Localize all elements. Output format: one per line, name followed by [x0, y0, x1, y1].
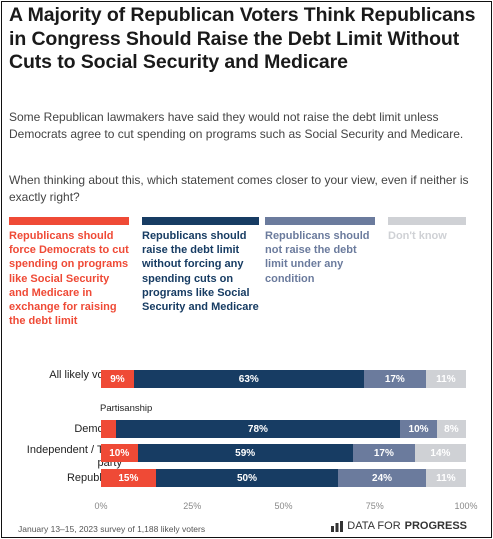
legend-swatch-2 — [265, 217, 375, 225]
chart-subtitle: Some Republican lawmakers have said they… — [9, 110, 464, 141]
axis-tick-label: 0% — [94, 501, 108, 511]
bar-segment — [101, 420, 116, 438]
footer-note: January 13–15, 2023 survey of 1,188 like… — [18, 524, 206, 534]
group-label-partisanship: Partisanship — [100, 403, 153, 414]
brand-logo: DATA FOR PROGRESS — [331, 520, 467, 532]
bar-segment: 11% — [425, 370, 466, 388]
axis-tick-label: 75% — [365, 501, 384, 511]
axis-tick-label: 25% — [183, 501, 202, 511]
brand-name: PROGRESS — [404, 520, 467, 532]
legend-item-0: Republicans should force Democrats to cu… — [9, 217, 129, 328]
bar-segment: 9% — [101, 370, 134, 388]
bar-chart-icon — [331, 520, 344, 532]
legend-swatch-1 — [142, 217, 259, 225]
bar-segment: 15% — [101, 469, 156, 487]
bar-segment: 50% — [155, 469, 339, 487]
bar-segment: 78% — [115, 420, 401, 438]
legend-item-2: Republicans should not raise the debt li… — [265, 217, 375, 286]
brand-prefix: DATA FOR — [347, 520, 401, 532]
legend-swatch-3 — [388, 217, 466, 225]
bar-segment: 59% — [137, 444, 353, 462]
bar-segment: 17% — [363, 370, 426, 388]
legend-label-3: Don't know — [388, 230, 447, 242]
legend-item-1: Republicans should raise the debt limit … — [142, 217, 259, 314]
bar-segment: 8% — [436, 420, 466, 438]
axis-tick-label: 100% — [454, 501, 478, 511]
bar-segment: 17% — [352, 444, 415, 462]
bar-segment: 10% — [101, 444, 138, 462]
bar-segment: 14% — [414, 444, 466, 462]
bar-segment: 24% — [338, 469, 426, 487]
axis-tick-label: 50% — [274, 501, 293, 511]
legend-label-1: Republicans should raise the debt limit … — [142, 230, 259, 314]
bar-segment: 10% — [400, 420, 437, 438]
legend-label-0: Republicans should force Democrats to cu… — [9, 230, 129, 328]
bar-segment: 63% — [133, 370, 364, 388]
chart-title: A Majority of Republican Voters Think Re… — [9, 4, 476, 73]
survey-question: When thinking about this, which statemen… — [9, 173, 469, 204]
bar-segment: 11% — [425, 469, 466, 487]
legend-label-2: Republicans should not raise the debt li… — [265, 230, 370, 285]
legend-swatch-0 — [9, 217, 129, 225]
legend-item-3: Don't know — [388, 217, 466, 243]
